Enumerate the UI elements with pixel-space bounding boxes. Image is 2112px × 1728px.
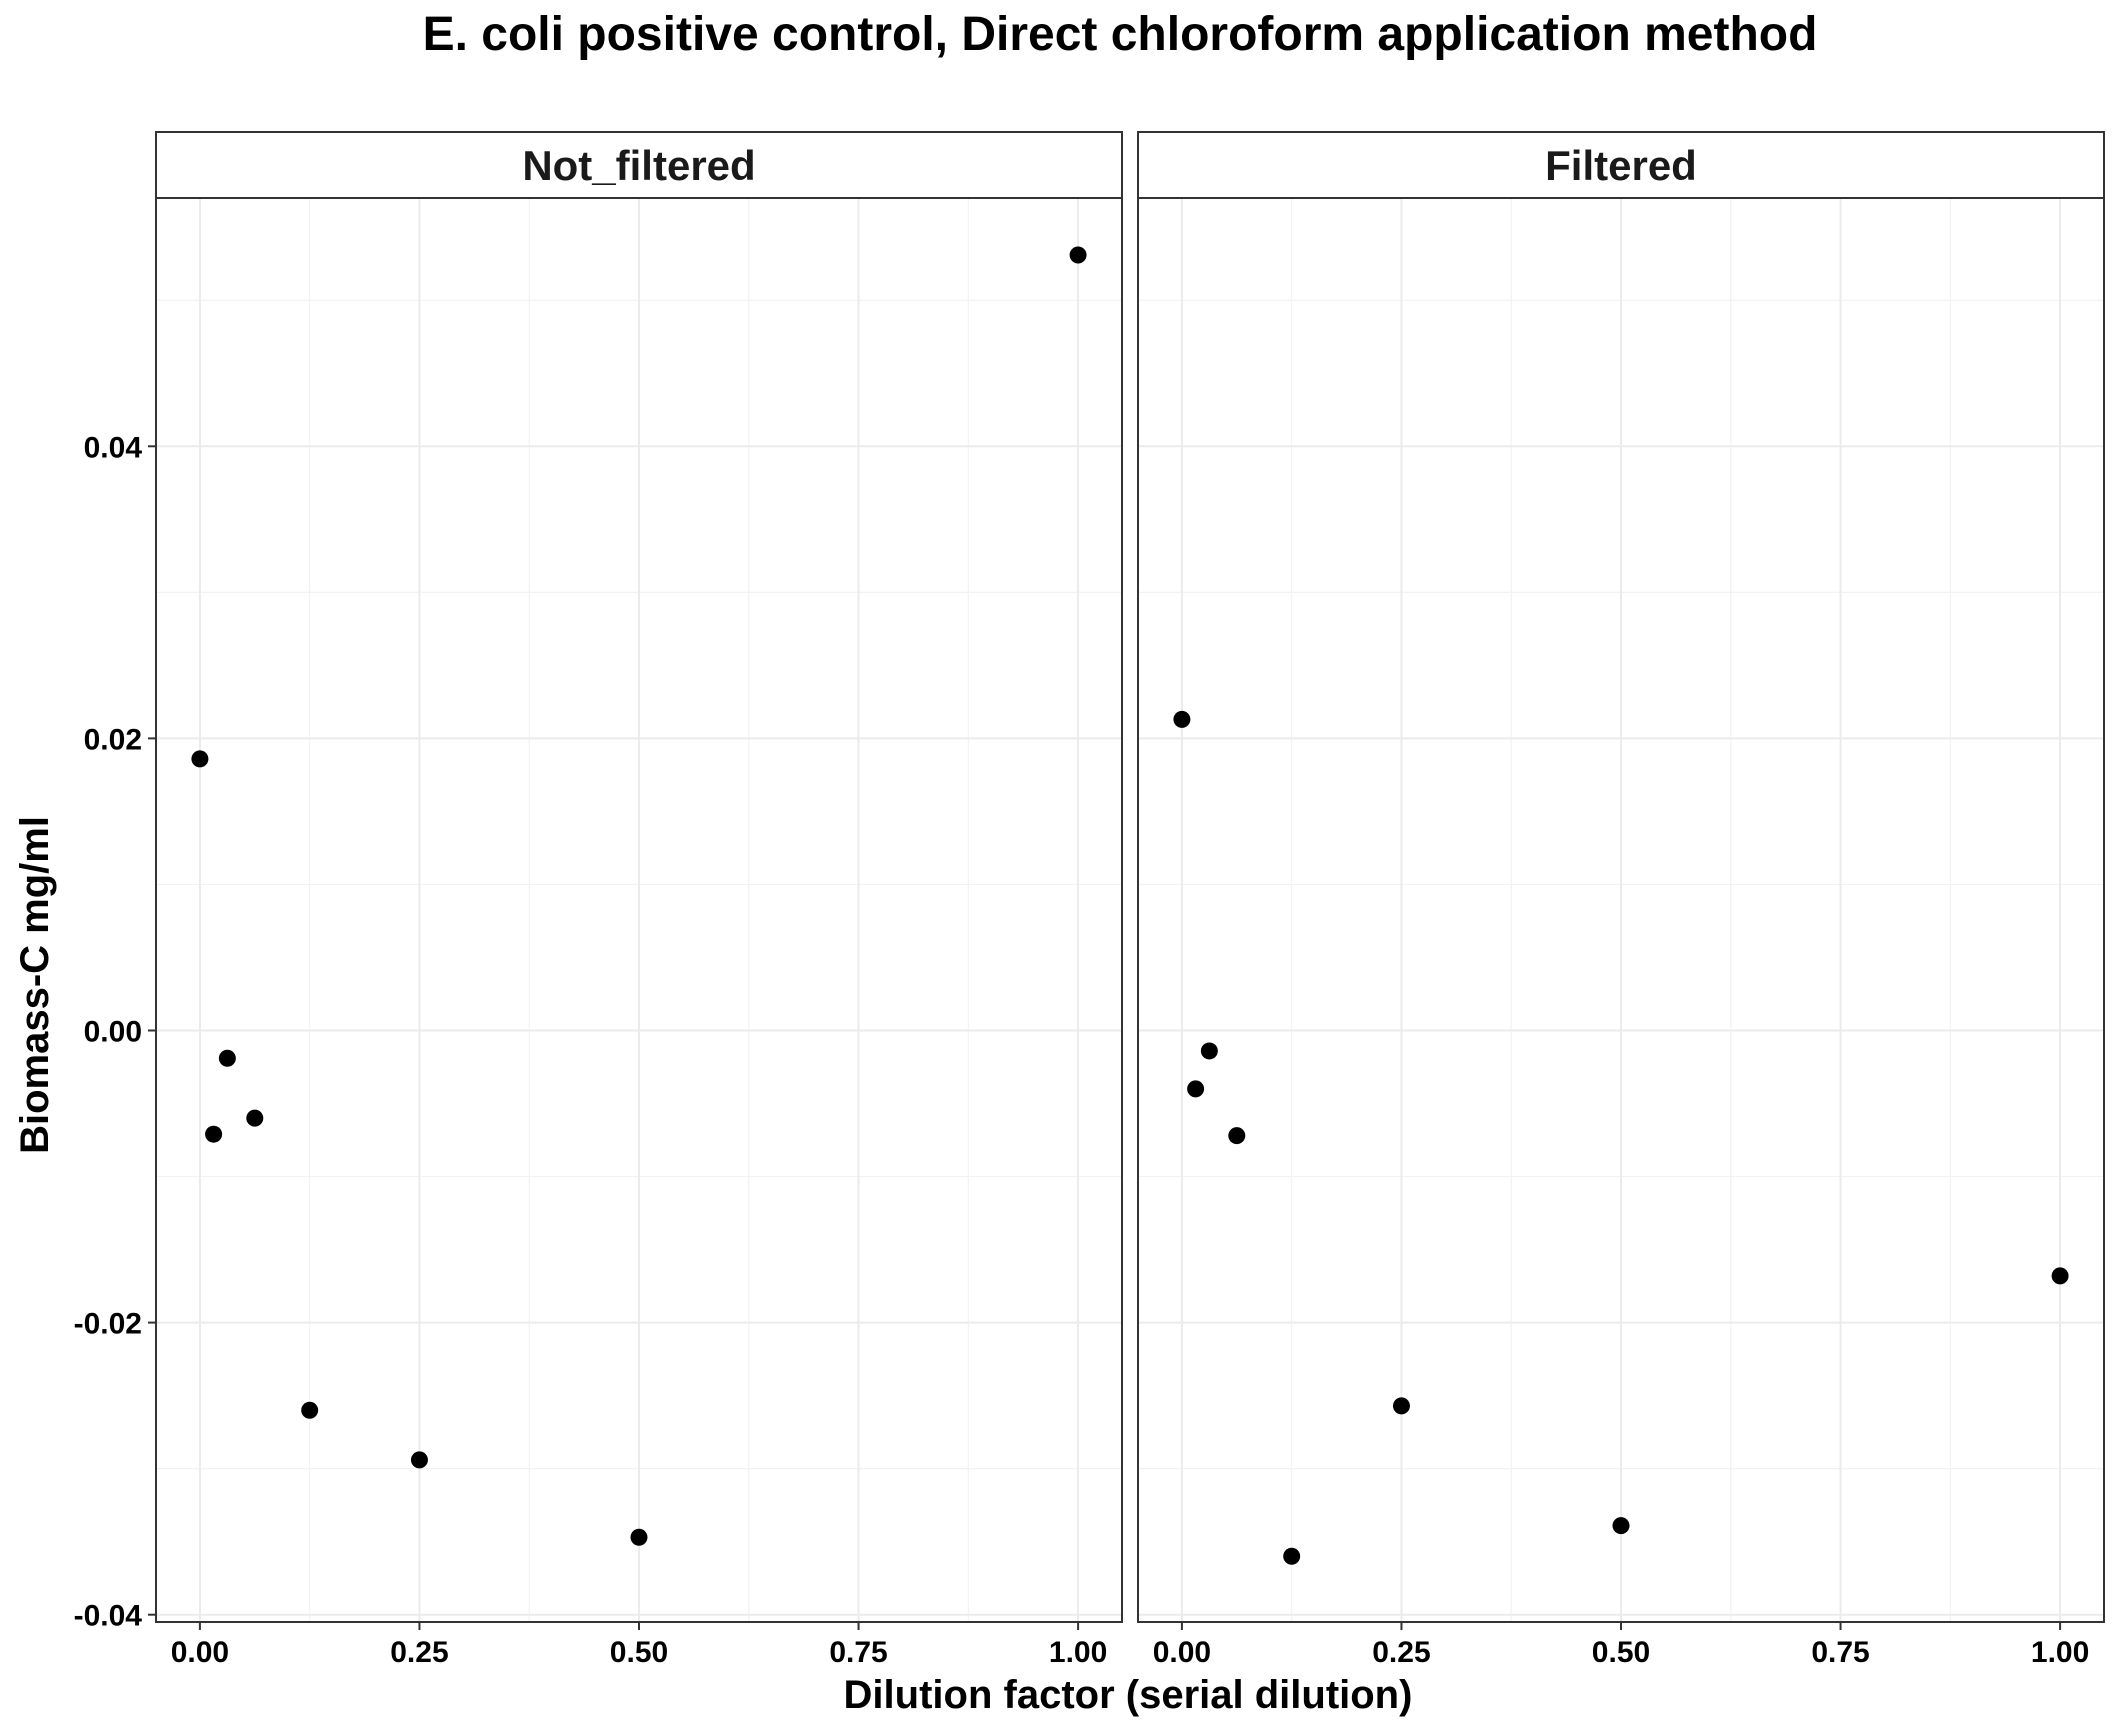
y-tick-label: -0.04 xyxy=(74,1600,143,1633)
panels-layer: Not_filtered 0.00 0.25 0.50 0.75 1.00 -0.04 -0.… xyxy=(74,131,2105,1669)
strip-background xyxy=(1137,131,2105,199)
chart-title: E. coli positive control, Direct chlorof… xyxy=(423,8,1818,61)
data-point xyxy=(1612,1517,1630,1535)
x-tick-label: 0.50 xyxy=(610,1636,668,1669)
panel-1: Not_filtered 0.00 0.25 0.50 0.75 1.00 -0.04 -0.… xyxy=(74,131,1123,1669)
data-point xyxy=(1173,710,1191,728)
x-tick-label: 0.00 xyxy=(171,1636,229,1669)
y-tick-label: 0.02 xyxy=(84,723,142,756)
data-point xyxy=(191,750,209,768)
x-tick-label: 1.00 xyxy=(1049,1636,1107,1669)
strip-label: Not_filtered xyxy=(522,142,755,189)
y-tick-label: -0.02 xyxy=(74,1308,142,1341)
y-tick-label: 0.00 xyxy=(84,1015,142,1048)
data-point xyxy=(1392,1397,1410,1415)
data-point xyxy=(205,1125,223,1143)
strip-label: Filtered xyxy=(1545,142,1697,189)
data-point xyxy=(1200,1042,1218,1060)
data-point xyxy=(1069,246,1087,264)
data-point xyxy=(1283,1547,1301,1565)
data-point xyxy=(630,1528,648,1546)
data-point xyxy=(1187,1080,1205,1098)
data-point xyxy=(410,1451,428,1469)
y-tick-label: 0.04 xyxy=(84,431,143,464)
panel-2: Filtered 0.00 0.25 0.50 0.75 1.00 xyxy=(1137,131,2105,1669)
x-tick-label: 0.75 xyxy=(1811,1636,1869,1669)
x-tick-label: 1.00 xyxy=(2031,1636,2089,1669)
data-point xyxy=(218,1049,236,1067)
data-point xyxy=(1228,1127,1246,1145)
x-tick-label: 0.00 xyxy=(1153,1636,1211,1669)
x-tick-label: 0.75 xyxy=(829,1636,887,1669)
y-axis-title: Biomass-C mg/ml xyxy=(13,816,57,1154)
x-axis-title: Dilution factor (serial dilution) xyxy=(844,1673,1413,1717)
x-tick-label: 0.50 xyxy=(1592,1636,1650,1669)
data-point xyxy=(2051,1267,2069,1285)
data-point xyxy=(301,1401,319,1419)
data-point xyxy=(246,1109,264,1127)
x-tick-label: 0.25 xyxy=(390,1636,448,1669)
x-tick-label: 0.25 xyxy=(1372,1636,1430,1669)
